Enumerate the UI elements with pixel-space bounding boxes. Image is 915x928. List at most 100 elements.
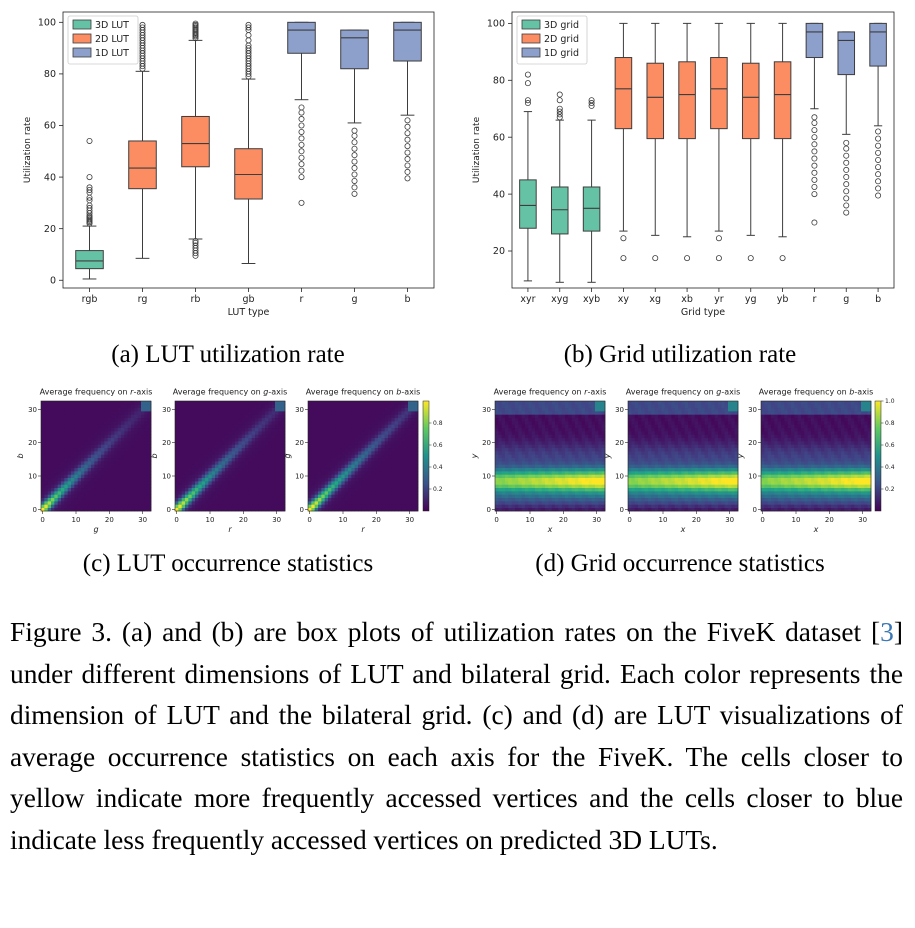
- heatmap-cell: [225, 464, 229, 469]
- heatmap-cell: [94, 504, 99, 509]
- heatmap-cell: [51, 414, 55, 419]
- heatmap-cell: [545, 424, 549, 429]
- heatmap-cell: [131, 457, 135, 462]
- heatmap-cell: [408, 464, 412, 469]
- heatmap-cell: [681, 504, 686, 509]
- heatmap-cell: [535, 484, 539, 489]
- heatmap-cell: [131, 404, 135, 409]
- heatmap-cell: [198, 477, 203, 482]
- heatmap-cell: [77, 501, 82, 505]
- legend-swatch: [521, 33, 541, 44]
- heatmap-cell: [588, 431, 593, 435]
- heatmap-cell: [361, 427, 366, 432]
- heatmap-cell: [71, 484, 75, 489]
- heatmap-cell: [348, 401, 352, 405]
- panel-title: Average frequency on r-axis: [494, 388, 607, 397]
- heatmap-cell: [121, 471, 125, 475]
- heatmap-cell: [558, 474, 563, 479]
- heatmap-cell: [351, 504, 356, 509]
- heatmap-cell: [117, 437, 122, 442]
- heatmap-cell: [225, 411, 229, 415]
- heatmap-cell: [565, 467, 569, 472]
- x-tick-label: xyb: [583, 294, 600, 305]
- heatmap-cell: [87, 421, 92, 425]
- outlier-point: [351, 184, 358, 191]
- heatmap-cell: [191, 447, 196, 452]
- heatmap-cell: [205, 414, 209, 419]
- heatmap-cell: [121, 507, 125, 512]
- heatmap-cell: [71, 467, 75, 472]
- heatmap-cell: [521, 504, 526, 509]
- heatmap-cell: [414, 417, 419, 422]
- heatmap-cell: [565, 474, 569, 479]
- heatmap-cell: [581, 411, 586, 415]
- heatmap-cell: [314, 484, 319, 489]
- heatmap-cell: [255, 437, 259, 442]
- heatmap-cell: [91, 434, 95, 439]
- outlier-point: [843, 166, 850, 173]
- heatmap-cell: [515, 504, 519, 509]
- heatmap-cell: [371, 487, 376, 492]
- heatmap-cell: [104, 437, 109, 442]
- heatmap-cell: [178, 464, 183, 469]
- heatmap-cell: [344, 427, 349, 432]
- heatmap-cell: [388, 461, 392, 465]
- heatmap-cell: [104, 424, 109, 429]
- heatmap-cell: [104, 497, 109, 502]
- heatmap-cell: [578, 494, 583, 499]
- heatmap-cell: [398, 434, 402, 439]
- heatmap-cell: [281, 414, 286, 419]
- heatmap-cell: [585, 487, 589, 492]
- heatmap-cell: [328, 471, 332, 475]
- heatmap-cell: [344, 444, 349, 449]
- heatmap-cell: [278, 471, 283, 475]
- heatmap-cell: [218, 441, 223, 445]
- x-tick-label: b: [875, 294, 881, 305]
- heatmap-cell: [175, 407, 179, 412]
- heatmap-cell: [64, 421, 69, 425]
- heatmap-cell: [278, 431, 283, 435]
- heatmap-cell: [198, 421, 203, 425]
- heatmap-cell: [94, 471, 99, 475]
- heatmap-cell: [225, 484, 229, 489]
- heatmap-cell: [384, 481, 389, 485]
- heatmap-cell: [201, 477, 206, 482]
- heatmap-cell: [61, 441, 65, 445]
- heatmap-cell: [328, 504, 332, 509]
- x-tick-label: b: [404, 294, 410, 305]
- heatmap-cell: [131, 464, 135, 469]
- heatmap-cell: [358, 401, 362, 405]
- heatmap-cell: [691, 507, 696, 512]
- heatmap-cell: [374, 491, 379, 495]
- heatmap-cell: [581, 451, 586, 455]
- heatmap-cell: [571, 431, 576, 435]
- heatmap-cell: [107, 441, 112, 445]
- heatmap-cell: [44, 464, 49, 469]
- heatmap-cell: [321, 407, 326, 412]
- heatmap-cell: [41, 491, 45, 495]
- heatmap-cell: [87, 441, 92, 445]
- heatmap-cell: [411, 421, 416, 425]
- heatmap-cell: [358, 434, 362, 439]
- heatmap-cell: [248, 464, 253, 469]
- heatmap-cell: [571, 454, 576, 459]
- heatmap-cell: [314, 434, 319, 439]
- heatmap-cell: [508, 497, 513, 502]
- heatmap-cell: [361, 437, 366, 442]
- heatmap-cell: [308, 494, 312, 499]
- heatmap-cell: [394, 477, 399, 482]
- heatmap-cell: [585, 431, 589, 435]
- heatmap-cell: [41, 417, 45, 422]
- heatmap-cell: [218, 504, 223, 509]
- heatmap-cell: [198, 457, 203, 462]
- heatmap-cell: [525, 451, 529, 455]
- heatmap-cell: [97, 464, 102, 469]
- heatmap-cell: [581, 444, 586, 449]
- heatmap-cell: [518, 501, 523, 505]
- heatmap-cell: [141, 464, 145, 469]
- heatmap-cell: [551, 497, 556, 502]
- heatmap-cell: [408, 421, 412, 425]
- heatmap-cell: [378, 414, 382, 419]
- heatmap-cell: [508, 494, 513, 499]
- heatmap-cell: [391, 467, 396, 472]
